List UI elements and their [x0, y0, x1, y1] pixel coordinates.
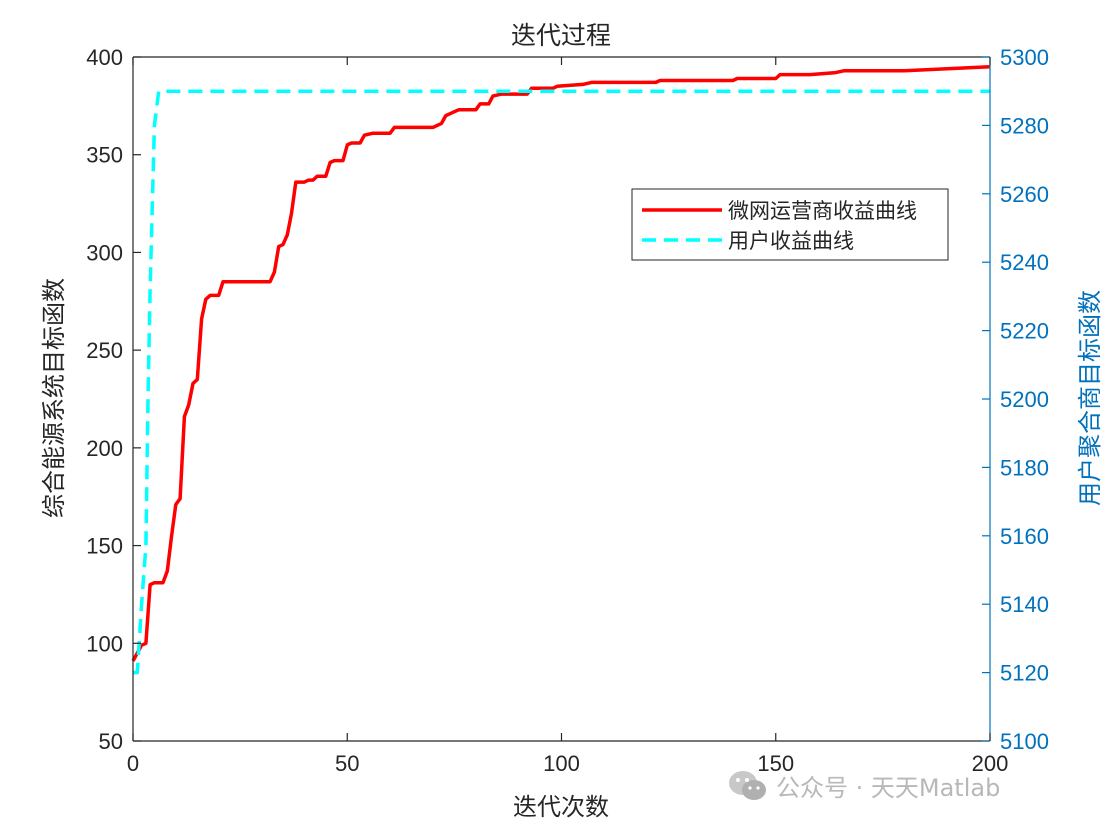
left-y-tick-label: 300: [86, 240, 123, 265]
right-y-tick-label: 5120: [1000, 661, 1049, 686]
plot-background: [133, 57, 990, 741]
left-y-tick-label: 100: [86, 631, 123, 656]
right-y-axis-title: 用户聚合商目标函数: [1076, 290, 1101, 506]
left-y-axis-title: 综合能源系统目标函数: [40, 278, 68, 518]
right-y-tick-label: 5180: [1000, 455, 1049, 480]
right-y-tick-label: 5160: [1000, 524, 1049, 549]
right-y-tick-label: 5300: [1000, 45, 1049, 70]
right-y-tick-label: 5200: [1000, 387, 1049, 412]
legend-box: [631, 188, 949, 261]
right-y-tick-label: 5240: [1000, 250, 1049, 275]
right-y-axis: 5100 5120 5140 5160 5180 5200 5220 5240 5260 5280…: [982, 45, 1049, 754]
x-tick-label: 150: [757, 751, 794, 776]
wechat-icon: [729, 770, 766, 800]
legend-label-2: 用户收益曲线: [728, 229, 854, 253]
legend-label-1: 微网运营商收益曲线: [728, 199, 917, 223]
series-line-1: [131, 65, 991, 662]
right-y-tick-label: 5100: [1000, 729, 1049, 754]
chart-title: 迭代过程: [511, 21, 611, 50]
left-y-tick-label: 200: [86, 436, 123, 461]
left-y-tick-label: 50: [99, 729, 123, 754]
right-y-tick-label: 5140: [1000, 592, 1049, 617]
left-y-tick-label: 250: [86, 338, 123, 363]
left-y-tick-label: 400: [86, 45, 123, 70]
right-y-tick-label: 5220: [1000, 319, 1049, 344]
right-y-tick-label: 5260: [1000, 182, 1049, 207]
x-axis-title: 迭代次数: [513, 793, 609, 821]
right-y-tick-label: 5280: [1000, 113, 1049, 138]
x-tick-label: 200: [972, 751, 1009, 776]
series-line-2: [133, 89, 990, 675]
plot-area: [131, 56, 991, 742]
left-y-tick-label: 350: [86, 143, 123, 168]
x-tick-label: 0: [127, 751, 139, 776]
watermark-text: 公众号 · 天天Matlab: [776, 774, 1001, 802]
x-tick-label: 50: [335, 751, 359, 776]
left-y-axis: 50 100 150 200 250 300 350 400: [86, 45, 141, 754]
x-tick-label: 100: [543, 751, 580, 776]
left-y-tick-label: 150: [86, 534, 123, 559]
x-axis: 0 50 100 150 200: [127, 57, 1008, 776]
watermark: 公众号 · 天天Matlab: [728, 768, 1000, 803]
